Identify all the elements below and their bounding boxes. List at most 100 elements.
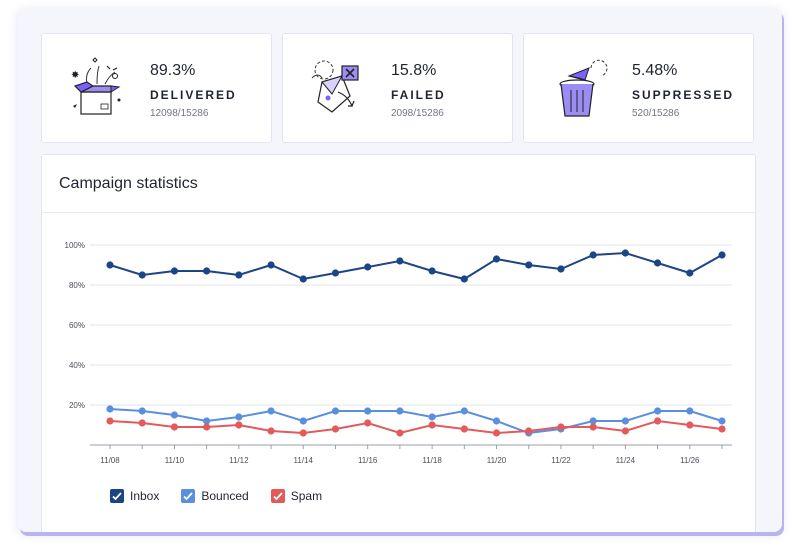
data-point-inbox [106, 261, 114, 269]
data-point-spam [428, 421, 436, 429]
data-point-spam [203, 423, 211, 431]
data-point-spam [718, 425, 726, 433]
data-point-bounced [106, 405, 114, 413]
data-point-bounced [621, 417, 629, 425]
data-point-bounced [364, 407, 372, 415]
data-point-bounced [653, 407, 662, 415]
data-point-inbox [589, 251, 597, 259]
x-tick-label: 11/10 [165, 456, 185, 465]
data-point-inbox [396, 257, 404, 265]
data-point-inbox [267, 261, 275, 269]
data-point-spam [589, 423, 597, 431]
x-tick-label: 11/14 [294, 456, 314, 465]
legend-label-inbox: Inbox [130, 489, 160, 503]
data-point-spam [525, 427, 533, 435]
data-point-bounced [235, 413, 243, 421]
data-point-bounced [492, 417, 501, 425]
checkbox-spam-icon[interactable] [270, 489, 285, 503]
x-tick-label: 11/24 [616, 456, 636, 465]
data-point-spam [460, 425, 468, 433]
data-point-inbox [557, 265, 565, 273]
data-point-spam [492, 429, 501, 437]
data-point-inbox [718, 251, 726, 259]
x-tick-label: 11/18 [422, 456, 442, 465]
data-point-inbox [203, 267, 211, 275]
data-point-inbox [138, 271, 146, 279]
data-point-bounced [331, 407, 340, 415]
data-point-inbox [235, 271, 243, 279]
data-point-spam [686, 421, 694, 429]
suppressed-count: 520/15286 [632, 108, 680, 119]
y-tick-label: 80% [69, 281, 85, 290]
data-point-spam [106, 417, 114, 425]
y-tick-label: 40% [69, 361, 85, 370]
suppressed-label: SUPPRESSED [632, 88, 735, 102]
data-point-bounced [718, 417, 726, 425]
data-point-spam [621, 427, 629, 435]
panel-divider [42, 212, 755, 213]
failed-percent: 15.8% [391, 62, 437, 79]
legend-label-spam: Spam [290, 489, 323, 503]
data-point-inbox [364, 263, 372, 271]
failed-label: FAILED [391, 88, 446, 102]
data-point-bounced [396, 407, 404, 415]
data-point-inbox [621, 249, 629, 257]
svg-text:✸: ✸ [71, 70, 79, 81]
data-point-bounced [138, 407, 146, 415]
open-box-icon: ✸ [71, 57, 121, 115]
data-point-inbox [653, 259, 662, 267]
delivered-card[interactable]: ✸ 89.3% DELIVERED 12098/15286 [41, 33, 272, 143]
data-point-inbox [525, 261, 533, 269]
y-tick-label: 20% [69, 401, 85, 410]
series-line-bounced [109, 408, 723, 435]
data-point-spam [653, 417, 662, 425]
data-point-inbox [460, 275, 468, 283]
data-point-bounced [299, 417, 307, 425]
failed-card[interactable]: 15.8% FAILED 2098/15286 [282, 33, 513, 143]
trash-can-icon [559, 59, 608, 117]
suppressed-card[interactable]: 5.48% SUPPRESSED 520/15286 [523, 33, 754, 143]
legend-item-inbox[interactable]: Inbox [110, 489, 159, 503]
data-point-inbox [331, 269, 340, 277]
delivered-label: DELIVERED [150, 88, 237, 102]
data-point-spam [396, 429, 404, 437]
chart-legend: Inbox Bounced Spam [110, 489, 322, 503]
data-point-spam [299, 429, 307, 437]
checkbox-bounced-icon[interactable] [181, 489, 196, 503]
dashboard-frame: ✸ 89.3% DELIVERED 12098/15286 [18, 8, 782, 532]
delivered-percent: 89.3% [150, 62, 196, 79]
data-point-spam [557, 423, 565, 431]
data-point-spam [235, 421, 243, 429]
checkbox-inbox-icon[interactable] [110, 489, 124, 503]
campaign-line-chart: 100% 80% 60% 40% 20% 11/08 11/10 11/12 11/14 11/1… [65, 241, 732, 465]
legend-item-spam[interactable]: Spam [270, 489, 323, 503]
data-point-spam [138, 419, 146, 427]
x-tick-label: 11/26 [680, 456, 700, 465]
suppressed-percent: 5.48% [632, 62, 678, 79]
data-point-bounced [686, 407, 694, 415]
series-line-inbox [109, 251, 723, 281]
data-point-spam [331, 425, 340, 433]
data-point-inbox [492, 255, 501, 263]
delivered-count: 12098/15286 [150, 108, 209, 119]
data-point-inbox [686, 269, 694, 277]
data-point-bounced [203, 417, 211, 425]
x-tick-label: 11/16 [358, 456, 378, 465]
failed-mail-icon [311, 60, 359, 113]
campaign-statistics-panel: Campaign statistics 100% 80% 60% 40% 20% 11/0… [41, 154, 756, 532]
legend-label-bounced: Bounced [201, 489, 249, 503]
x-tick-label: 11/12 [229, 456, 249, 465]
failed-count: 2098/15286 [391, 108, 444, 119]
panel-title: Campaign statistics [59, 175, 198, 192]
data-point-bounced [460, 407, 468, 415]
data-point-spam [170, 423, 179, 431]
x-tick-label: 11/20 [487, 456, 507, 465]
data-point-bounced [170, 411, 179, 419]
data-point-bounced [589, 417, 597, 425]
data-point-inbox [428, 267, 436, 275]
legend-item-bounced[interactable]: Bounced [181, 489, 249, 503]
y-tick-label: 60% [69, 321, 85, 330]
x-tick-label: 11/08 [100, 456, 120, 465]
data-point-bounced [267, 407, 275, 415]
data-point-inbox [170, 267, 179, 275]
